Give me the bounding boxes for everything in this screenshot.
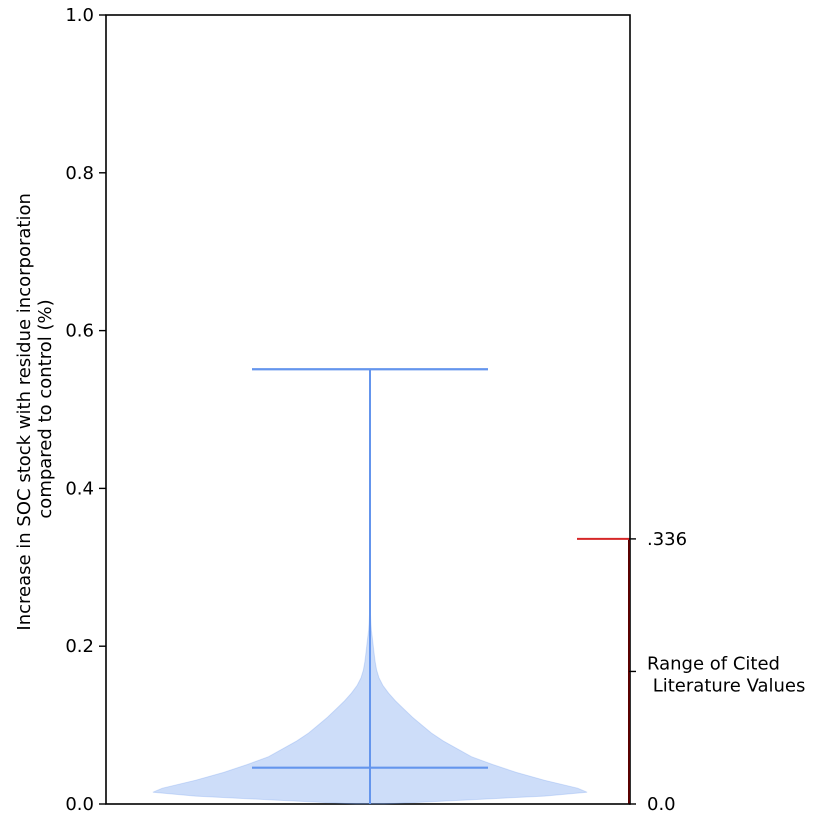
y-axis-label-line2: compared to control (%) [35, 299, 56, 518]
y-tick-label: 0.4 [65, 478, 94, 499]
y-tick-label: 0.6 [65, 321, 94, 342]
literature-range-bracket: .336 0.0 Range of Cited Literature Values [577, 529, 805, 815]
violin [152, 368, 588, 805]
literature-max-label: .336 [647, 529, 687, 550]
plot-area [105, 14, 631, 805]
y-axis-label-line1: Increase in SOC stock with residue incor… [14, 193, 35, 630]
y-tick-label: 0.2 [65, 636, 94, 657]
literature-range-label-line1: Range of Cited [647, 653, 780, 674]
y-tick-label: 0.0 [65, 794, 94, 815]
plot-frame [105, 14, 631, 805]
literature-range-label-line2: Literature Values [647, 675, 805, 696]
y-axis-label: Increase in SOC stock with residue incor… [14, 187, 56, 630]
literature-min-label: 0.0 [647, 794, 676, 815]
y-tick-label: 1.0 [65, 5, 94, 26]
y-axis: 0.0 0.2 0.4 0.6 0.8 1.0 [65, 5, 106, 815]
y-tick-label: 0.8 [65, 163, 94, 184]
